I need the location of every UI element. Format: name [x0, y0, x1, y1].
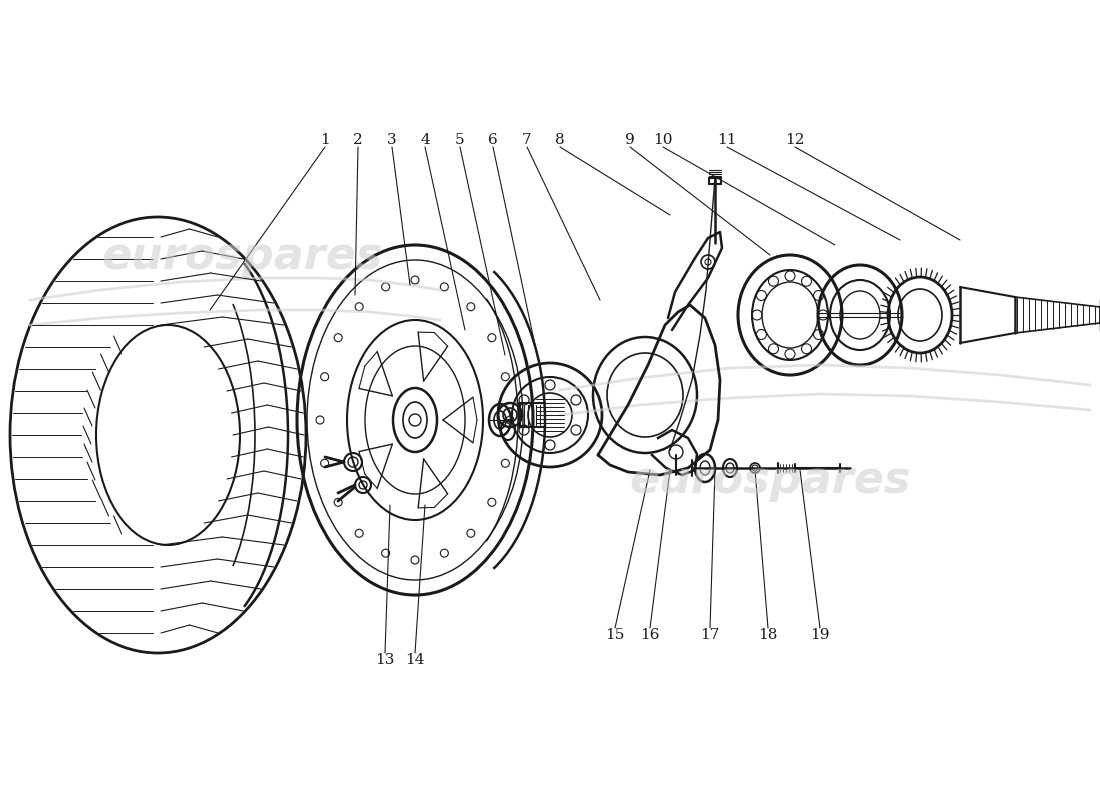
Text: 14: 14 [405, 653, 425, 667]
Text: 4: 4 [420, 133, 430, 147]
Text: 7: 7 [522, 133, 531, 147]
Text: 13: 13 [375, 653, 395, 667]
Text: 15: 15 [605, 628, 625, 642]
Text: 11: 11 [717, 133, 737, 147]
Text: 12: 12 [785, 133, 805, 147]
Text: 8: 8 [556, 133, 564, 147]
Text: 2: 2 [353, 133, 363, 147]
Text: eurospares: eurospares [101, 234, 383, 278]
Text: 17: 17 [701, 628, 719, 642]
Text: 10: 10 [653, 133, 673, 147]
Text: 9: 9 [625, 133, 635, 147]
Text: eurospares: eurospares [629, 458, 911, 502]
Text: 16: 16 [640, 628, 660, 642]
Text: 1: 1 [320, 133, 330, 147]
Text: 5: 5 [455, 133, 465, 147]
Text: 6: 6 [488, 133, 498, 147]
Text: 19: 19 [811, 628, 829, 642]
Text: 18: 18 [758, 628, 778, 642]
Text: 3: 3 [387, 133, 397, 147]
